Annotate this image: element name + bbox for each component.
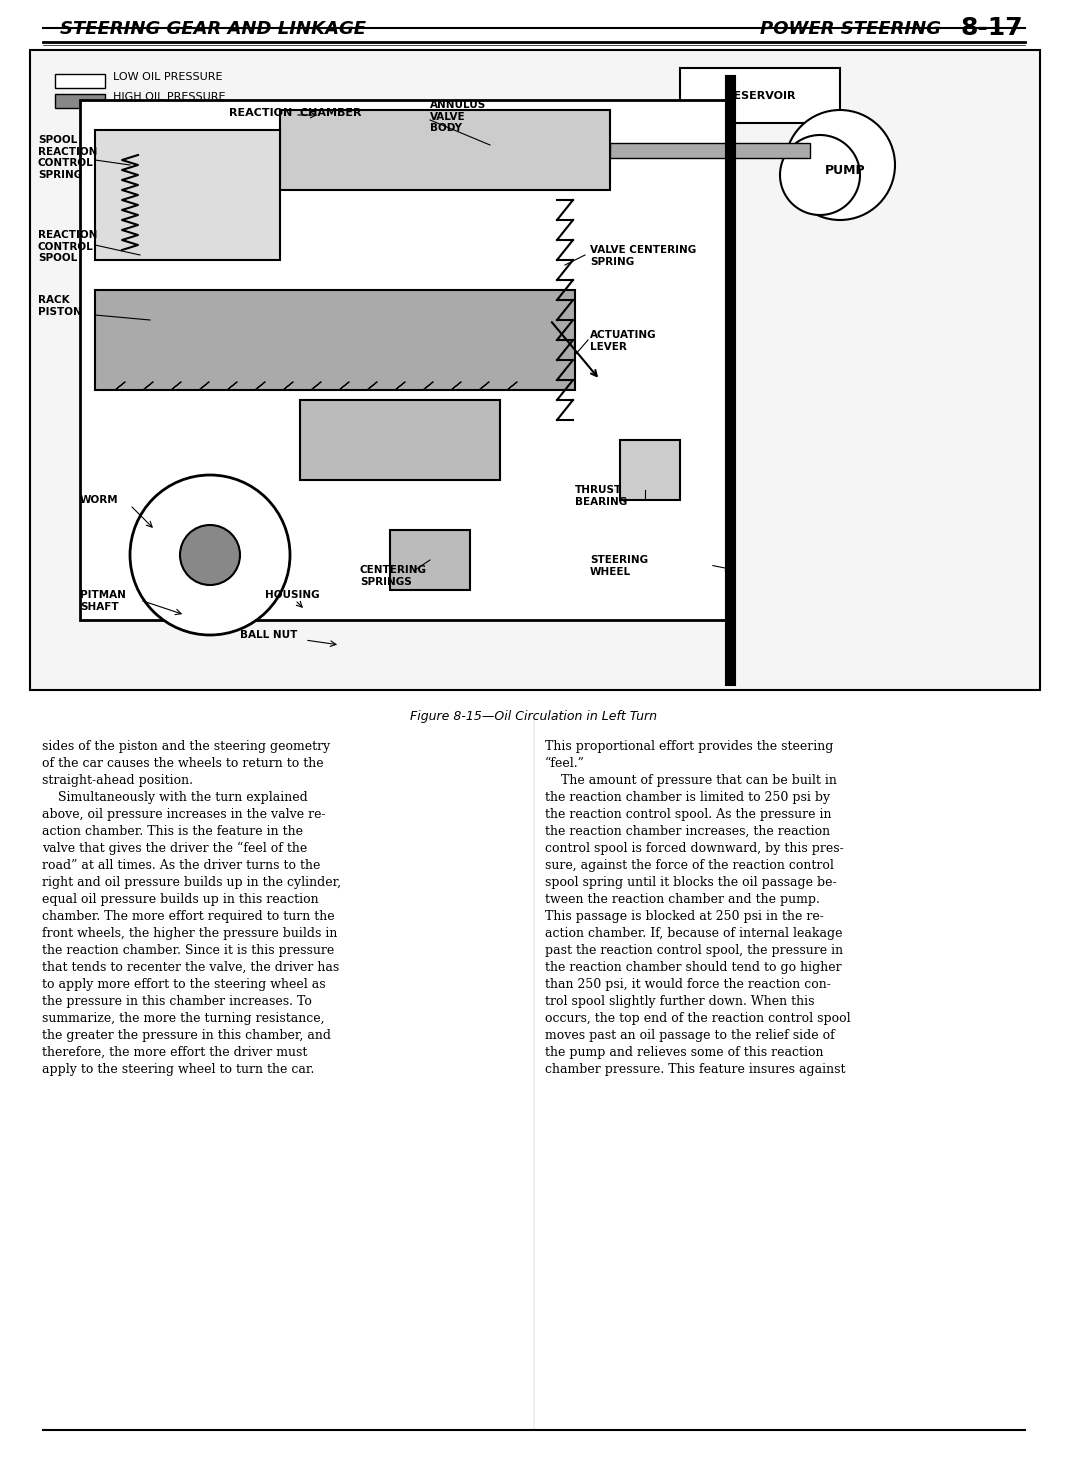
Text: SPOOL
REACTION
CONTROL
SPRING: SPOOL REACTION CONTROL SPRING xyxy=(38,136,97,179)
Text: THRUST
BEARING: THRUST BEARING xyxy=(575,486,627,506)
Text: “feel.”: “feel.” xyxy=(545,757,585,770)
Text: This proportional effort provides the steering: This proportional effort provides the st… xyxy=(545,741,833,752)
Text: therefore, the more effort the driver must: therefore, the more effort the driver mu… xyxy=(42,1045,308,1059)
Text: ANNULUS
VALVE
BODY: ANNULUS VALVE BODY xyxy=(430,101,486,133)
Text: POWER STEERING: POWER STEERING xyxy=(760,20,941,38)
Bar xyxy=(95,290,575,389)
Bar xyxy=(54,93,105,108)
Text: CENTERING
SPRINGS: CENTERING SPRINGS xyxy=(360,566,427,586)
Text: This passage is blocked at 250 psi in the re-: This passage is blocked at 250 psi in th… xyxy=(545,910,823,923)
Text: Figure 8-15—Oil Circulation in Left Turn: Figure 8-15—Oil Circulation in Left Turn xyxy=(410,710,658,723)
Text: the greater the pressure in this chamber, and: the greater the pressure in this chamber… xyxy=(42,1029,331,1042)
Text: front wheels, the higher the pressure builds in: front wheels, the higher the pressure bu… xyxy=(42,927,337,940)
Text: valve that gives the driver the “feel of the: valve that gives the driver the “feel of… xyxy=(42,843,308,856)
Bar xyxy=(80,101,731,620)
Bar xyxy=(30,50,1040,690)
Text: moves past an oil passage to the relief side of: moves past an oil passage to the relief … xyxy=(545,1029,835,1042)
Text: of the car causes the wheels to return to the: of the car causes the wheels to return t… xyxy=(42,757,324,770)
Text: past the reaction control spool, the pressure in: past the reaction control spool, the pre… xyxy=(545,943,843,956)
Text: RACK
PISTON: RACK PISTON xyxy=(38,295,82,316)
Circle shape xyxy=(130,475,290,636)
Text: LOW OIL PRESSURE: LOW OIL PRESSURE xyxy=(113,71,222,82)
Text: occurs, the top end of the reaction control spool: occurs, the top end of the reaction cont… xyxy=(545,1012,850,1025)
Text: the reaction chamber is limited to 250 psi by: the reaction chamber is limited to 250 p… xyxy=(545,792,830,803)
Text: than 250 psi, it would force the reaction con-: than 250 psi, it would force the reactio… xyxy=(545,978,831,991)
Bar xyxy=(300,399,500,480)
Text: spool spring until it blocks the oil passage be-: spool spring until it blocks the oil pas… xyxy=(545,876,836,889)
Text: ACTUATING
LEVER: ACTUATING LEVER xyxy=(590,330,657,351)
Text: right and oil pressure builds up in the cylinder,: right and oil pressure builds up in the … xyxy=(42,876,341,889)
FancyArrow shape xyxy=(610,143,810,157)
Text: REACTION
CONTROL
SPOOL: REACTION CONTROL SPOOL xyxy=(38,230,97,264)
Text: chamber pressure. This feature insures against: chamber pressure. This feature insures a… xyxy=(545,1063,846,1076)
Text: the reaction chamber increases, the reaction: the reaction chamber increases, the reac… xyxy=(545,825,830,838)
Text: summarize, the more the turning resistance,: summarize, the more the turning resistan… xyxy=(42,1012,325,1025)
Bar xyxy=(621,440,680,500)
Text: equal oil pressure builds up in this reaction: equal oil pressure builds up in this rea… xyxy=(42,892,318,905)
Text: chamber. The more effort required to turn the: chamber. The more effort required to tur… xyxy=(42,910,334,923)
Bar xyxy=(680,69,841,122)
Text: VALVE CENTERING
SPRING: VALVE CENTERING SPRING xyxy=(590,245,696,267)
Text: PUMP: PUMP xyxy=(824,163,865,176)
Text: action chamber. If, because of internal leakage: action chamber. If, because of internal … xyxy=(545,927,843,940)
Text: the pump and relieves some of this reaction: the pump and relieves some of this react… xyxy=(545,1045,823,1059)
Text: control spool is forced downward, by this pres-: control spool is forced downward, by thi… xyxy=(545,843,844,854)
Text: HIGH OIL PRESSURE: HIGH OIL PRESSURE xyxy=(113,92,225,102)
Text: straight-ahead position.: straight-ahead position. xyxy=(42,774,193,787)
Bar xyxy=(280,109,610,190)
Text: the reaction control spool. As the pressure in: the reaction control spool. As the press… xyxy=(545,808,832,821)
Text: sure, against the force of the reaction control: sure, against the force of the reaction … xyxy=(545,859,834,872)
Text: the pressure in this chamber increases. To: the pressure in this chamber increases. … xyxy=(42,994,312,1007)
Text: apply to the steering wheel to turn the car.: apply to the steering wheel to turn the … xyxy=(42,1063,314,1076)
Text: 8-17: 8-17 xyxy=(960,16,1023,39)
Text: WORM: WORM xyxy=(80,496,119,504)
Text: STEERING
WHEEL: STEERING WHEEL xyxy=(590,555,648,576)
Text: Simultaneously with the turn explained: Simultaneously with the turn explained xyxy=(42,792,308,803)
Circle shape xyxy=(180,525,240,585)
Text: RESERVOIR: RESERVOIR xyxy=(725,90,796,101)
Text: to apply more effort to the steering wheel as: to apply more effort to the steering whe… xyxy=(42,978,326,991)
Text: STEERING GEAR AND LINKAGE: STEERING GEAR AND LINKAGE xyxy=(60,20,366,38)
Text: tween the reaction chamber and the pump.: tween the reaction chamber and the pump. xyxy=(545,892,820,905)
Text: BALL NUT: BALL NUT xyxy=(240,630,297,640)
Text: trol spool slightly further down. When this: trol spool slightly further down. When t… xyxy=(545,994,815,1007)
Text: above, oil pressure increases in the valve re-: above, oil pressure increases in the val… xyxy=(42,808,326,821)
Text: PITMAN
SHAFT: PITMAN SHAFT xyxy=(80,590,126,611)
Circle shape xyxy=(780,136,860,214)
Bar xyxy=(390,531,470,590)
Text: the reaction chamber. Since it is this pressure: the reaction chamber. Since it is this p… xyxy=(42,943,334,956)
Text: road” at all times. As the driver turns to the: road” at all times. As the driver turns … xyxy=(42,859,320,872)
Text: HOUSING: HOUSING xyxy=(265,590,319,601)
Text: the reaction chamber should tend to go higher: the reaction chamber should tend to go h… xyxy=(545,961,842,974)
Text: action chamber. This is the feature in the: action chamber. This is the feature in t… xyxy=(42,825,303,838)
Bar xyxy=(95,130,280,260)
Text: that tends to recenter the valve, the driver has: that tends to recenter the valve, the dr… xyxy=(42,961,340,974)
Text: sides of the piston and the steering geometry: sides of the piston and the steering geo… xyxy=(42,741,330,752)
Bar xyxy=(54,74,105,87)
Circle shape xyxy=(785,109,895,220)
Text: The amount of pressure that can be built in: The amount of pressure that can be built… xyxy=(545,774,837,787)
Text: REACTION  CHAMBER: REACTION CHAMBER xyxy=(229,108,361,118)
